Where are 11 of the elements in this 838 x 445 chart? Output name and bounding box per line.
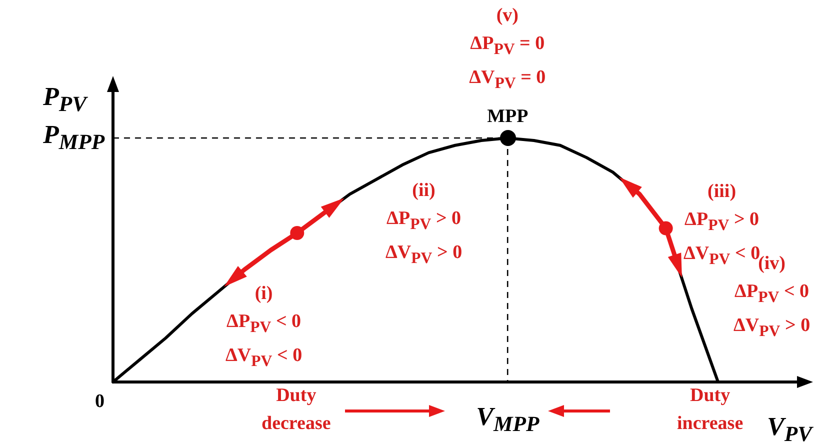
text: Duty decrease [262, 384, 331, 436]
text: V$_{MPP}$ [476, 402, 540, 438]
text: (ii) ΔP$_{PV}$ > 0 ΔV$_{PV}$ > 0 [386, 180, 462, 267]
x-axis-title: V$_{PV}$ [767, 412, 812, 445]
y-axis-title: P$_{PV}$ [43, 82, 87, 118]
text: (i) ΔP$_{PV}$ < 0 ΔV$_{PV}$ < 0 [226, 283, 302, 370]
text: (v) ΔP$_{PV}$ = 0 ΔV$_{PV}$ = 0 [469, 5, 546, 92]
text: P$_{MPP}$ [43, 120, 105, 156]
text: MPP [487, 105, 528, 129]
text: 0 [95, 390, 104, 414]
text: Duty increase [677, 384, 744, 436]
